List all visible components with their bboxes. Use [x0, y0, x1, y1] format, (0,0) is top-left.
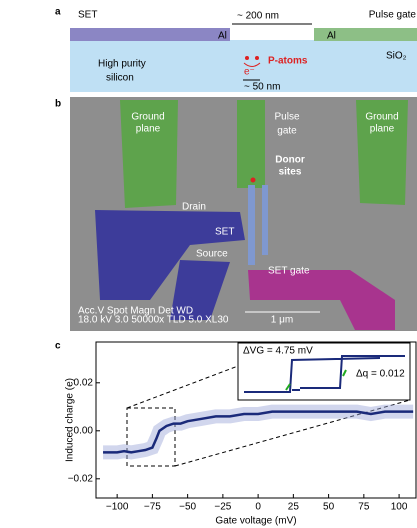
inset-frame — [237, 342, 411, 401]
label: Al — [327, 31, 336, 42]
zoom-line — [126, 365, 239, 409]
label: Ground — [365, 112, 398, 123]
panel-label: a — [55, 7, 61, 18]
panel-c: c Induced charge (e) Gate voltage (mV) −… — [55, 341, 417, 527]
lead — [262, 185, 268, 255]
label: Source — [196, 249, 228, 260]
label: gate — [277, 126, 297, 137]
atom — [255, 56, 259, 60]
label: ~ 200 nm — [237, 11, 279, 22]
label: Donor — [275, 155, 305, 166]
ground-plane — [356, 100, 408, 205]
label: Drain — [182, 202, 206, 213]
set — [95, 210, 245, 300]
zoom-line — [174, 399, 411, 467]
set — [170, 260, 230, 320]
donor — [250, 177, 256, 183]
line — [103, 410, 414, 454]
silicon — [70, 40, 417, 92]
panel-label: b — [55, 99, 61, 110]
set-gate — [248, 270, 395, 330]
zoom-box — [126, 407, 176, 467]
x-tick-label: −75 — [144, 502, 161, 513]
label: 18.0 kV 3.0 50000x TLD 5.0 XL30 — [78, 315, 229, 326]
x-axis-label: Gate voltage (mV) — [215, 516, 296, 527]
panel-b: b Ground plane Pulse gate Ground plane D… — [55, 97, 417, 331]
inset-trace — [244, 355, 405, 393]
label: High purity — [98, 59, 146, 70]
label: plane — [136, 124, 161, 135]
x-tick-label: −50 — [179, 502, 196, 513]
x-tick-label: 50 — [323, 502, 335, 513]
panel-label: c — [55, 341, 61, 352]
set-electrode — [70, 28, 230, 41]
x-tick-label: 75 — [358, 502, 370, 513]
label: ~ 50 nm — [244, 82, 280, 93]
panel-a: a SET ~ 200 nm Pulse gate Al Al High pur… — [55, 7, 417, 93]
label: silicon — [106, 73, 134, 84]
ground-plane — [120, 100, 178, 208]
label: SiO₂ — [386, 51, 407, 62]
label: Pulse gate — [369, 10, 417, 21]
label: 1 μm — [271, 315, 293, 326]
label: Ground — [131, 112, 164, 123]
gate-electrode — [314, 28, 417, 41]
x-tick-label: 25 — [288, 502, 300, 513]
label: P-atoms — [268, 56, 308, 67]
label: SET — [215, 227, 234, 238]
x-tick-label: 100 — [391, 502, 408, 513]
label: Al — [218, 31, 227, 42]
label: SET gate — [268, 266, 310, 277]
y-tick-label: 0.00 — [74, 425, 94, 436]
label: e⁻ — [244, 67, 255, 78]
inset: ΔVG = 4.75 mV Δq = 0.012 — [237, 342, 411, 401]
label: Pulse — [274, 112, 299, 123]
x-tick-label: −25 — [214, 502, 231, 513]
label: sites — [279, 167, 302, 178]
set-island — [248, 185, 255, 265]
x-tick-label: −100 — [106, 502, 129, 513]
label: ΔVG = 4.75 mV — [243, 346, 313, 357]
inset-arrow — [285, 369, 347, 391]
x-tick-label: 0 — [255, 502, 261, 513]
atom — [245, 56, 249, 60]
label: Acc.V Spot Magn Det WD — [78, 306, 193, 317]
label: Δq = 0.012 — [356, 369, 405, 380]
y-tick-label: 0.02 — [74, 377, 94, 388]
label: plane — [370, 124, 395, 135]
orbit — [243, 62, 261, 67]
pulse-gate — [237, 100, 265, 188]
label: SET — [78, 10, 97, 21]
y-axis-label: Induced charge (e) — [65, 378, 76, 462]
y-tick-label: −0.02 — [68, 473, 94, 484]
